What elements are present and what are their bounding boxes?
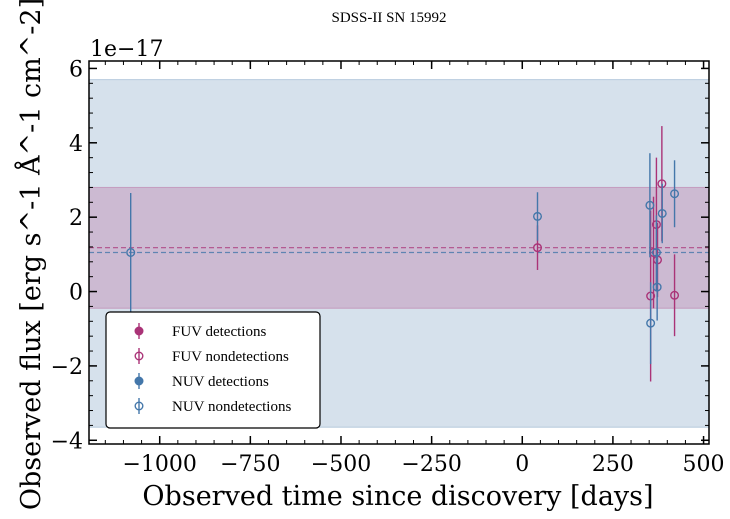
legend: FUV detections FUV nondetections NUV detec…: [105, 311, 321, 429]
nuv-nondetections-point: [533, 211, 543, 221]
nuv-nondetections-point: [126, 247, 136, 257]
legend-label-fuv-detections: FUV detections: [172, 324, 266, 340]
legend-marker-fuv-nondetections: [134, 351, 144, 361]
x-tick-label: 500: [683, 452, 725, 477]
nuv-nondetections-point: [657, 208, 667, 218]
x-tick-label: −500: [311, 452, 371, 477]
y-tick-label: 0: [69, 281, 83, 306]
nuv-nondetections-point: [645, 200, 655, 210]
y-axis-label: Observed flux [erg s^-1 Å^-1 cm^-2]: [14, 0, 47, 510]
x-tick-label: −1000: [122, 452, 196, 477]
y-tick-label: 2: [69, 206, 83, 231]
legend-marker-nuv-nondetections: [134, 401, 144, 411]
nuv-nondetections-point: [652, 282, 662, 292]
nuv-nondetections-point: [670, 189, 680, 199]
x-tick-label: −750: [220, 452, 280, 477]
chart-title: SDSS-II SN 15992: [331, 10, 446, 26]
legend-frame: [105, 311, 321, 429]
y-tick-label: 6: [69, 57, 83, 82]
x-tick-label: 0: [515, 452, 529, 477]
legend-marker-nuv-detections: [134, 376, 144, 386]
legend-label-fuv-nondetections: FUV nondetections: [172, 349, 289, 365]
legend-label-nuv-detections: NUV detections: [172, 374, 269, 390]
y-offset-label: 1e−17: [90, 37, 163, 62]
y-tick-label: −2: [51, 355, 83, 380]
x-tick-label: −250: [401, 452, 461, 477]
plot-frame: [88, 60, 710, 445]
x-axis-label: Observed time since discovery [days]: [142, 481, 653, 512]
legend-marker-fuv-detections: [134, 326, 144, 336]
nuv-nondetections-point: [646, 318, 656, 328]
nuv-nondetections-point: [651, 247, 661, 257]
legend-label-nuv-nondetections: NUV nondetections: [172, 399, 291, 415]
fuv-nondetections-point: [533, 243, 543, 253]
y-tick-label: −4: [51, 429, 83, 454]
x-tick-label: 250: [592, 452, 634, 477]
y-tick-label: 4: [69, 132, 83, 157]
fuv-nondetections-point: [670, 290, 680, 300]
